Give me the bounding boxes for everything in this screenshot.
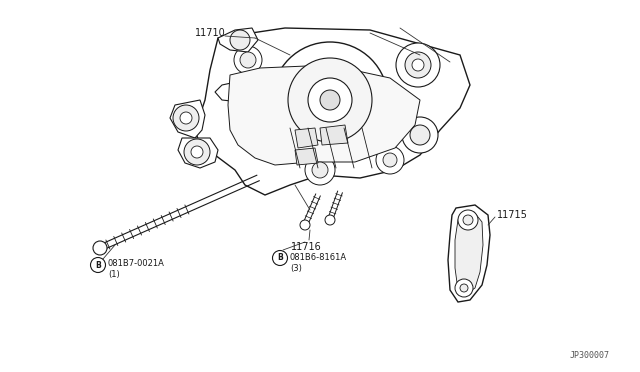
Polygon shape: [218, 28, 258, 52]
Circle shape: [410, 125, 430, 145]
Circle shape: [191, 146, 203, 158]
Circle shape: [412, 59, 424, 71]
Circle shape: [458, 210, 478, 230]
Circle shape: [463, 215, 473, 225]
Text: 081B7-0021A: 081B7-0021A: [108, 260, 165, 269]
Circle shape: [288, 58, 372, 142]
Circle shape: [308, 78, 352, 122]
Polygon shape: [215, 80, 248, 102]
Polygon shape: [295, 148, 318, 165]
Circle shape: [312, 162, 328, 178]
Circle shape: [184, 139, 210, 165]
Text: 081B6-8161A: 081B6-8161A: [290, 253, 347, 262]
Polygon shape: [320, 125, 348, 145]
Text: 11716: 11716: [291, 242, 321, 252]
Circle shape: [383, 153, 397, 167]
Circle shape: [376, 146, 404, 174]
Circle shape: [272, 42, 388, 158]
Polygon shape: [195, 28, 470, 195]
Polygon shape: [170, 100, 205, 138]
Circle shape: [455, 279, 473, 297]
Circle shape: [460, 284, 468, 292]
Circle shape: [93, 241, 107, 255]
Polygon shape: [295, 128, 318, 148]
Text: 11715: 11715: [497, 210, 528, 220]
Circle shape: [173, 105, 199, 131]
Text: (3): (3): [290, 263, 302, 273]
Text: B: B: [277, 253, 283, 263]
Polygon shape: [448, 205, 490, 302]
Circle shape: [396, 43, 440, 87]
Circle shape: [305, 155, 335, 185]
Circle shape: [320, 90, 340, 110]
Circle shape: [240, 52, 256, 68]
Circle shape: [402, 117, 438, 153]
Circle shape: [405, 52, 431, 78]
Polygon shape: [455, 212, 483, 294]
Text: 11710: 11710: [195, 28, 226, 38]
Circle shape: [234, 46, 262, 74]
Circle shape: [300, 220, 310, 230]
Polygon shape: [228, 65, 420, 165]
Circle shape: [325, 215, 335, 225]
Text: (1): (1): [108, 270, 120, 279]
Text: B: B: [95, 260, 101, 269]
Circle shape: [230, 30, 250, 50]
Polygon shape: [178, 138, 218, 168]
Circle shape: [180, 112, 192, 124]
Text: JP300007: JP300007: [570, 351, 610, 360]
